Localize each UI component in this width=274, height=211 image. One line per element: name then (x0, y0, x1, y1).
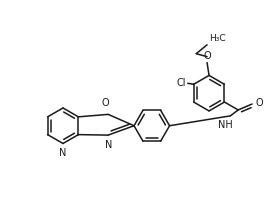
Text: H₃C: H₃C (209, 34, 226, 43)
Text: O: O (203, 51, 211, 61)
Text: N: N (59, 148, 67, 158)
Text: O: O (255, 98, 263, 108)
Text: NH: NH (218, 120, 233, 130)
Text: O: O (101, 99, 109, 108)
Text: Cl: Cl (176, 78, 186, 88)
Text: N: N (105, 140, 113, 150)
